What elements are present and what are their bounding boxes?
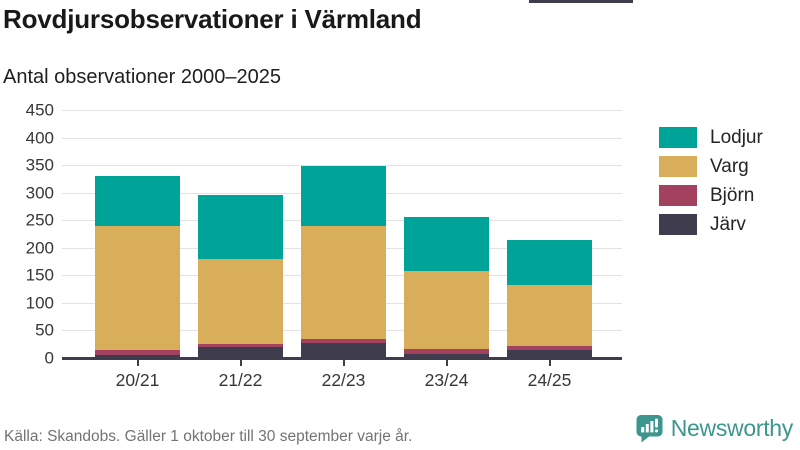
gridline: [62, 138, 622, 139]
gridline: [62, 110, 622, 111]
newsworthy-logo: Newsworthy: [635, 414, 793, 443]
y-axis-label: 50: [35, 320, 54, 340]
top-rule-line: [529, 0, 633, 3]
legend-item-lodjur: Lodjur: [659, 127, 763, 148]
page-title: Rovdjursobservationer i Värmland: [3, 4, 422, 34]
y-axis-label: 350: [25, 155, 54, 175]
x-axis-tick: [445, 360, 448, 366]
bar-segment-björn-21-22: [198, 343, 283, 347]
y-axis-label: 0: [44, 348, 54, 368]
bar-segment-varg-23-24: [404, 270, 489, 349]
bar-segment-järv-24-25: [507, 350, 592, 358]
bar-segment-lodjur-22-23: [301, 165, 386, 227]
y-axis-label: 200: [25, 238, 54, 258]
bar-segment-järv-21-22: [198, 346, 283, 358]
x-axis-label: 22/23: [321, 370, 366, 390]
legend-swatch-björn: [659, 185, 697, 206]
x-axis-line: [62, 357, 622, 360]
newsworthy-icon: [635, 414, 664, 443]
newsworthy-wordmark: Newsworthy: [670, 415, 794, 441]
x-axis-tick: [136, 360, 139, 366]
x-axis-tick: [239, 360, 242, 366]
legend-item-varg: Varg: [659, 156, 763, 177]
x-axis-tick: [548, 360, 551, 366]
x-axis-label: 21/22: [218, 370, 263, 390]
bar-segment-varg-24-25: [507, 285, 592, 347]
bar-segment-lodjur-20-21: [95, 176, 180, 226]
chart-subtitle: Antal observationer 2000–2025: [3, 66, 281, 88]
y-axis-label: 100: [25, 293, 54, 313]
bar-segment-varg-20-21: [95, 225, 180, 351]
legend-item-björn: Björn: [659, 185, 763, 206]
legend-label: Varg: [710, 155, 749, 177]
bar-segment-lodjur-23-24: [404, 217, 489, 271]
bar-segment-järv-20-21: [95, 355, 180, 358]
gridline: [62, 165, 622, 166]
x-axis-label: 23/24: [424, 370, 469, 390]
legend-label: Järv: [710, 213, 746, 235]
bar-segment-björn-22-23: [301, 338, 386, 343]
chart-legend: Lodjur Varg Björn Järv: [659, 127, 763, 235]
bar-segment-järv-23-24: [404, 353, 489, 358]
legend-label: Björn: [710, 184, 755, 206]
bar-segment-lodjur-21-22: [198, 195, 283, 260]
bar-segment-varg-21-22: [198, 259, 283, 344]
bar-segment-järv-22-23: [301, 342, 386, 358]
bar-segment-björn-20-21: [95, 350, 180, 356]
legend-swatch-järv: [659, 214, 697, 235]
legend-item-järv: Järv: [659, 214, 763, 235]
bar-segment-varg-22-23: [301, 226, 386, 339]
y-axis-label: 450: [25, 100, 54, 120]
x-axis-tick: [342, 360, 345, 366]
bar-segment-björn-24-25: [507, 346, 592, 351]
y-axis: 0 50 100 150 200 250 300 350 400 450: [0, 102, 54, 368]
bar-segment-björn-23-24: [404, 348, 489, 354]
plot-area: [62, 110, 622, 366]
legend-swatch-lodjur: [659, 127, 697, 148]
legend-swatch-varg: [659, 156, 697, 177]
source-note: Källa: Skandobs. Gäller 1 oktober till 3…: [4, 428, 413, 445]
x-axis-label: 24/25: [527, 370, 572, 390]
legend-label: Lodjur: [710, 126, 763, 148]
y-axis-label: 250: [25, 210, 54, 230]
bar-segment-lodjur-24-25: [507, 240, 592, 286]
y-axis-label: 400: [25, 128, 54, 148]
y-axis-label: 150: [25, 265, 54, 285]
x-axis-label: 20/21: [115, 370, 160, 390]
y-axis-label: 300: [25, 183, 54, 203]
